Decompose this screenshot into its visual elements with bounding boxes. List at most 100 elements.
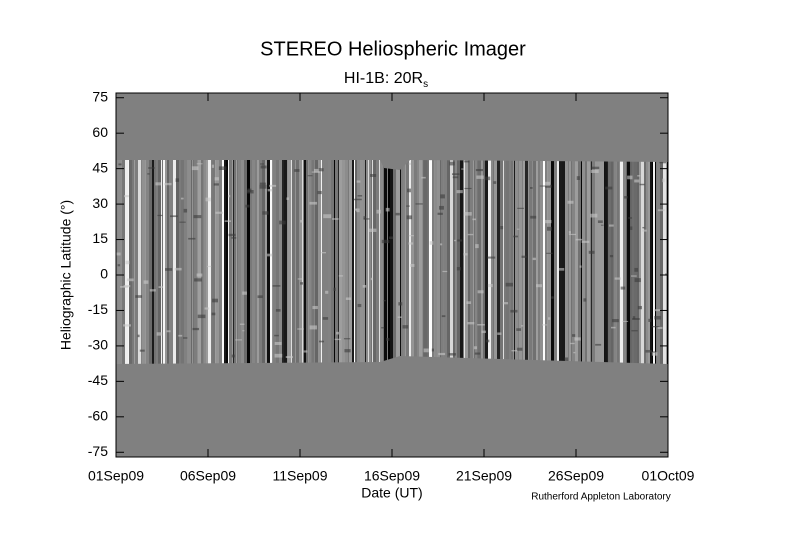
image-speckle bbox=[442, 270, 448, 273]
image-speckle bbox=[662, 178, 665, 183]
image-speckle bbox=[634, 179, 640, 183]
image-streak bbox=[169, 160, 171, 364]
image-streak bbox=[630, 160, 631, 364]
image-streak bbox=[118, 160, 121, 364]
image-speckle bbox=[322, 317, 329, 320]
image-speckle bbox=[473, 346, 478, 350]
image-speckle bbox=[590, 213, 598, 218]
image-streak bbox=[224, 160, 226, 364]
image-speckle bbox=[510, 309, 518, 313]
image-streak bbox=[279, 160, 282, 364]
image-streak bbox=[162, 160, 163, 364]
image-speckle bbox=[323, 214, 332, 219]
image-streak bbox=[349, 160, 352, 364]
image-speckle bbox=[408, 242, 414, 245]
image-speckle bbox=[452, 176, 459, 179]
image-streak bbox=[464, 160, 465, 364]
image-speckle bbox=[583, 298, 587, 302]
image-speckle bbox=[344, 349, 351, 353]
image-streak bbox=[287, 160, 288, 364]
image-speckle bbox=[294, 169, 300, 172]
image-streak bbox=[179, 160, 181, 364]
image-speckle bbox=[628, 217, 633, 219]
image-streak bbox=[519, 160, 522, 364]
image-speckle bbox=[642, 226, 645, 229]
image-speckle bbox=[376, 209, 381, 214]
image-speckle bbox=[438, 352, 446, 356]
image-speckle bbox=[192, 327, 200, 331]
image-streak bbox=[368, 160, 369, 364]
image-streak bbox=[562, 160, 565, 364]
image-streak bbox=[605, 160, 607, 364]
image-speckle bbox=[536, 284, 543, 288]
image-streak bbox=[387, 160, 388, 364]
image-speckle bbox=[370, 174, 377, 177]
image-speckle bbox=[231, 237, 237, 239]
image-streak bbox=[414, 160, 417, 364]
image-speckle bbox=[357, 303, 362, 308]
image-speckle bbox=[429, 241, 434, 245]
image-speckle bbox=[179, 221, 186, 223]
image-speckle bbox=[622, 320, 629, 322]
image-speckle bbox=[597, 220, 603, 224]
image-speckle bbox=[116, 252, 121, 256]
image-streak bbox=[652, 160, 653, 364]
image-streak bbox=[455, 160, 457, 364]
image-speckle bbox=[567, 200, 574, 204]
image-streak bbox=[528, 160, 529, 364]
image-streak bbox=[604, 160, 605, 364]
image-streak bbox=[306, 160, 308, 364]
image-streak bbox=[591, 160, 592, 364]
image-streak bbox=[515, 160, 518, 364]
image-speckle bbox=[334, 338, 341, 341]
image-streak bbox=[379, 160, 380, 364]
image-speckle bbox=[464, 187, 472, 190]
image-streak bbox=[437, 160, 440, 364]
image-streak bbox=[252, 160, 255, 364]
image-streak bbox=[548, 160, 551, 364]
image-speckle bbox=[627, 175, 633, 180]
image-speckle bbox=[297, 328, 304, 330]
image-speckle bbox=[463, 253, 468, 256]
image-streak bbox=[299, 160, 302, 364]
image-speckle bbox=[487, 283, 493, 288]
image-streak bbox=[222, 160, 224, 364]
image-streak bbox=[423, 160, 424, 364]
image-streak bbox=[204, 160, 206, 364]
image-streak bbox=[585, 160, 587, 364]
image-speckle bbox=[193, 215, 202, 219]
image-speckle bbox=[157, 214, 163, 217]
image-speckle bbox=[155, 182, 162, 186]
image-streak bbox=[447, 160, 450, 364]
image-streak bbox=[194, 160, 197, 364]
image-streak bbox=[434, 160, 435, 364]
image-streak bbox=[565, 160, 568, 364]
image-streak bbox=[522, 160, 523, 364]
image-speckle bbox=[300, 219, 303, 223]
image-speckle bbox=[651, 325, 660, 328]
image-streak bbox=[453, 160, 455, 364]
image-streak bbox=[614, 160, 616, 364]
image-streak bbox=[197, 160, 198, 364]
image-speckle bbox=[166, 330, 171, 333]
image-streak bbox=[608, 160, 609, 364]
image-speckle bbox=[126, 278, 134, 282]
image-streak bbox=[627, 160, 630, 364]
image-speckle bbox=[632, 317, 640, 320]
image-speckle bbox=[521, 255, 527, 258]
image-speckle bbox=[242, 291, 247, 295]
image-speckle bbox=[637, 305, 642, 310]
image-streak bbox=[134, 160, 135, 364]
image-streak bbox=[514, 160, 515, 364]
image-speckle bbox=[513, 235, 519, 238]
image-streak bbox=[631, 160, 632, 364]
image-speckle bbox=[581, 240, 590, 243]
image-streak bbox=[468, 160, 470, 364]
image-streak bbox=[357, 160, 360, 364]
image-streak bbox=[315, 160, 318, 364]
image-streak bbox=[575, 160, 578, 364]
image-streak bbox=[138, 160, 141, 364]
image-streak bbox=[396, 160, 397, 364]
image-streak bbox=[322, 160, 325, 364]
